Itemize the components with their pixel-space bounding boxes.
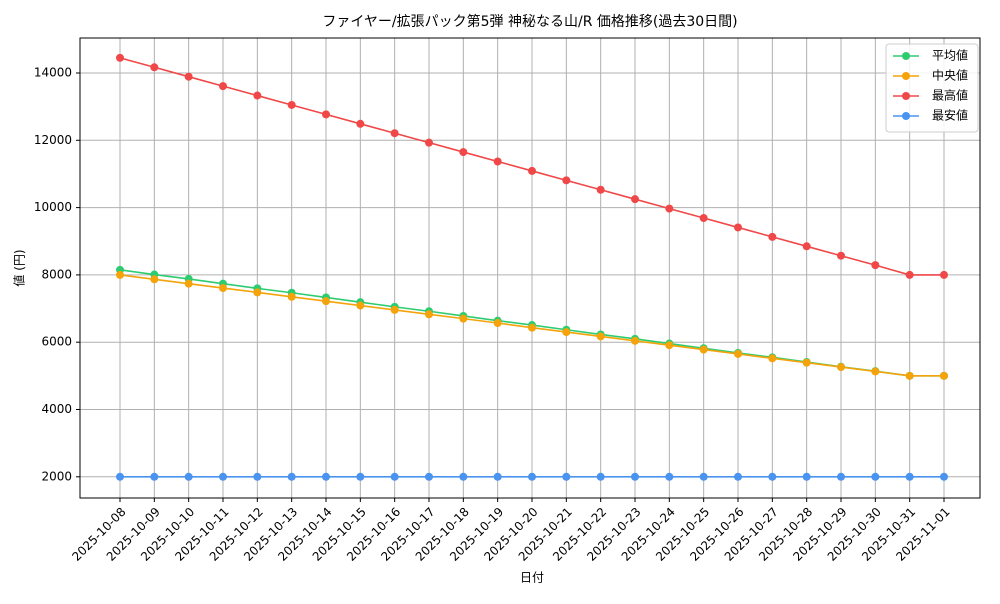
legend-label: 平均値: [932, 48, 968, 63]
data-point: [184, 72, 193, 81]
data-point: [493, 157, 502, 166]
data-point: [940, 472, 948, 481]
data-point: [287, 292, 296, 301]
data-point: [150, 63, 159, 72]
legend-label: 最安値: [932, 108, 968, 123]
data-point: [596, 185, 605, 194]
data-point: [116, 53, 124, 62]
y-tick-label: 12000: [34, 133, 72, 147]
data-point: [802, 242, 811, 251]
data-point: [562, 328, 571, 337]
data-point: [665, 472, 674, 481]
x-axis-label: 日付: [520, 571, 544, 585]
data-point: [184, 472, 193, 481]
data-point: [150, 275, 159, 284]
data-point: [837, 251, 845, 260]
data-point: [287, 100, 296, 109]
data-point: [665, 341, 674, 350]
data-point: [734, 349, 742, 358]
y-tick-label: 8000: [41, 267, 72, 281]
plot-frame: [79, 37, 981, 499]
data-point: [425, 310, 433, 319]
data-point: [734, 472, 742, 481]
data-point: [734, 223, 742, 232]
data-point: [768, 232, 777, 241]
data-point: [459, 472, 468, 481]
y-tick-label: 2000: [41, 469, 72, 483]
y-tick-label: 10000: [34, 200, 72, 214]
data-point: [253, 472, 262, 481]
data-point: [596, 472, 605, 481]
data-point: [905, 270, 914, 279]
data-point: [253, 288, 262, 297]
data-point: [940, 270, 948, 279]
legend-label: 中央値: [932, 68, 968, 83]
data-point: [940, 371, 948, 380]
data-point: [493, 472, 502, 481]
y-tick-label: 14000: [34, 65, 72, 79]
data-point: [356, 119, 365, 128]
data-point: [768, 354, 777, 363]
legend-marker: [902, 52, 910, 60]
legend-label: 最高値: [932, 88, 968, 103]
chart-title: ファイヤー/拡張パック第5弾 神秘なる山/R 価格推移(過去30日間): [322, 13, 737, 30]
data-point: [871, 367, 880, 376]
data-point: [390, 305, 399, 314]
data-point: [528, 323, 536, 332]
data-point: [322, 110, 330, 119]
legend-marker: [902, 72, 910, 80]
data-point: [802, 472, 811, 481]
y-axis-label: 値 (円): [12, 249, 27, 286]
data-point: [425, 138, 433, 147]
legend-marker: [902, 92, 910, 100]
data-point: [253, 91, 262, 100]
data-point: [905, 371, 914, 380]
data-point: [699, 345, 708, 354]
data-point: [528, 472, 536, 481]
data-point: [631, 336, 639, 345]
data-point: [837, 472, 845, 481]
data-point: [768, 472, 777, 481]
data-point: [459, 148, 468, 157]
data-point: [219, 472, 227, 481]
y-tick-label: 6000: [41, 335, 72, 349]
data-point: [528, 166, 536, 175]
data-point: [322, 297, 330, 306]
data-point: [184, 279, 193, 288]
data-point: [356, 472, 365, 481]
data-point: [390, 129, 399, 138]
data-point: [219, 82, 227, 91]
data-point: [562, 176, 571, 185]
data-point: [116, 472, 124, 481]
data-point: [390, 472, 399, 481]
data-point: [837, 363, 845, 372]
data-point: [631, 195, 639, 204]
data-point: [699, 214, 708, 223]
data-point: [493, 319, 502, 328]
data-point: [287, 472, 296, 481]
data-point: [871, 472, 880, 481]
legend-marker: [902, 112, 910, 120]
data-point: [425, 472, 433, 481]
data-point: [150, 472, 159, 481]
data-point: [219, 284, 227, 293]
data-point: [631, 472, 639, 481]
data-point: [871, 261, 880, 270]
data-point: [459, 314, 468, 323]
data-point: [356, 301, 365, 310]
data-point: [596, 332, 605, 341]
data-point: [802, 358, 811, 367]
y-tick-label: 4000: [41, 402, 72, 416]
data-point: [562, 472, 571, 481]
data-point: [322, 472, 330, 481]
data-point: [699, 472, 708, 481]
data-point: [665, 204, 674, 213]
data-point: [905, 472, 914, 481]
legend-box: [885, 43, 979, 133]
data-point: [116, 270, 124, 279]
